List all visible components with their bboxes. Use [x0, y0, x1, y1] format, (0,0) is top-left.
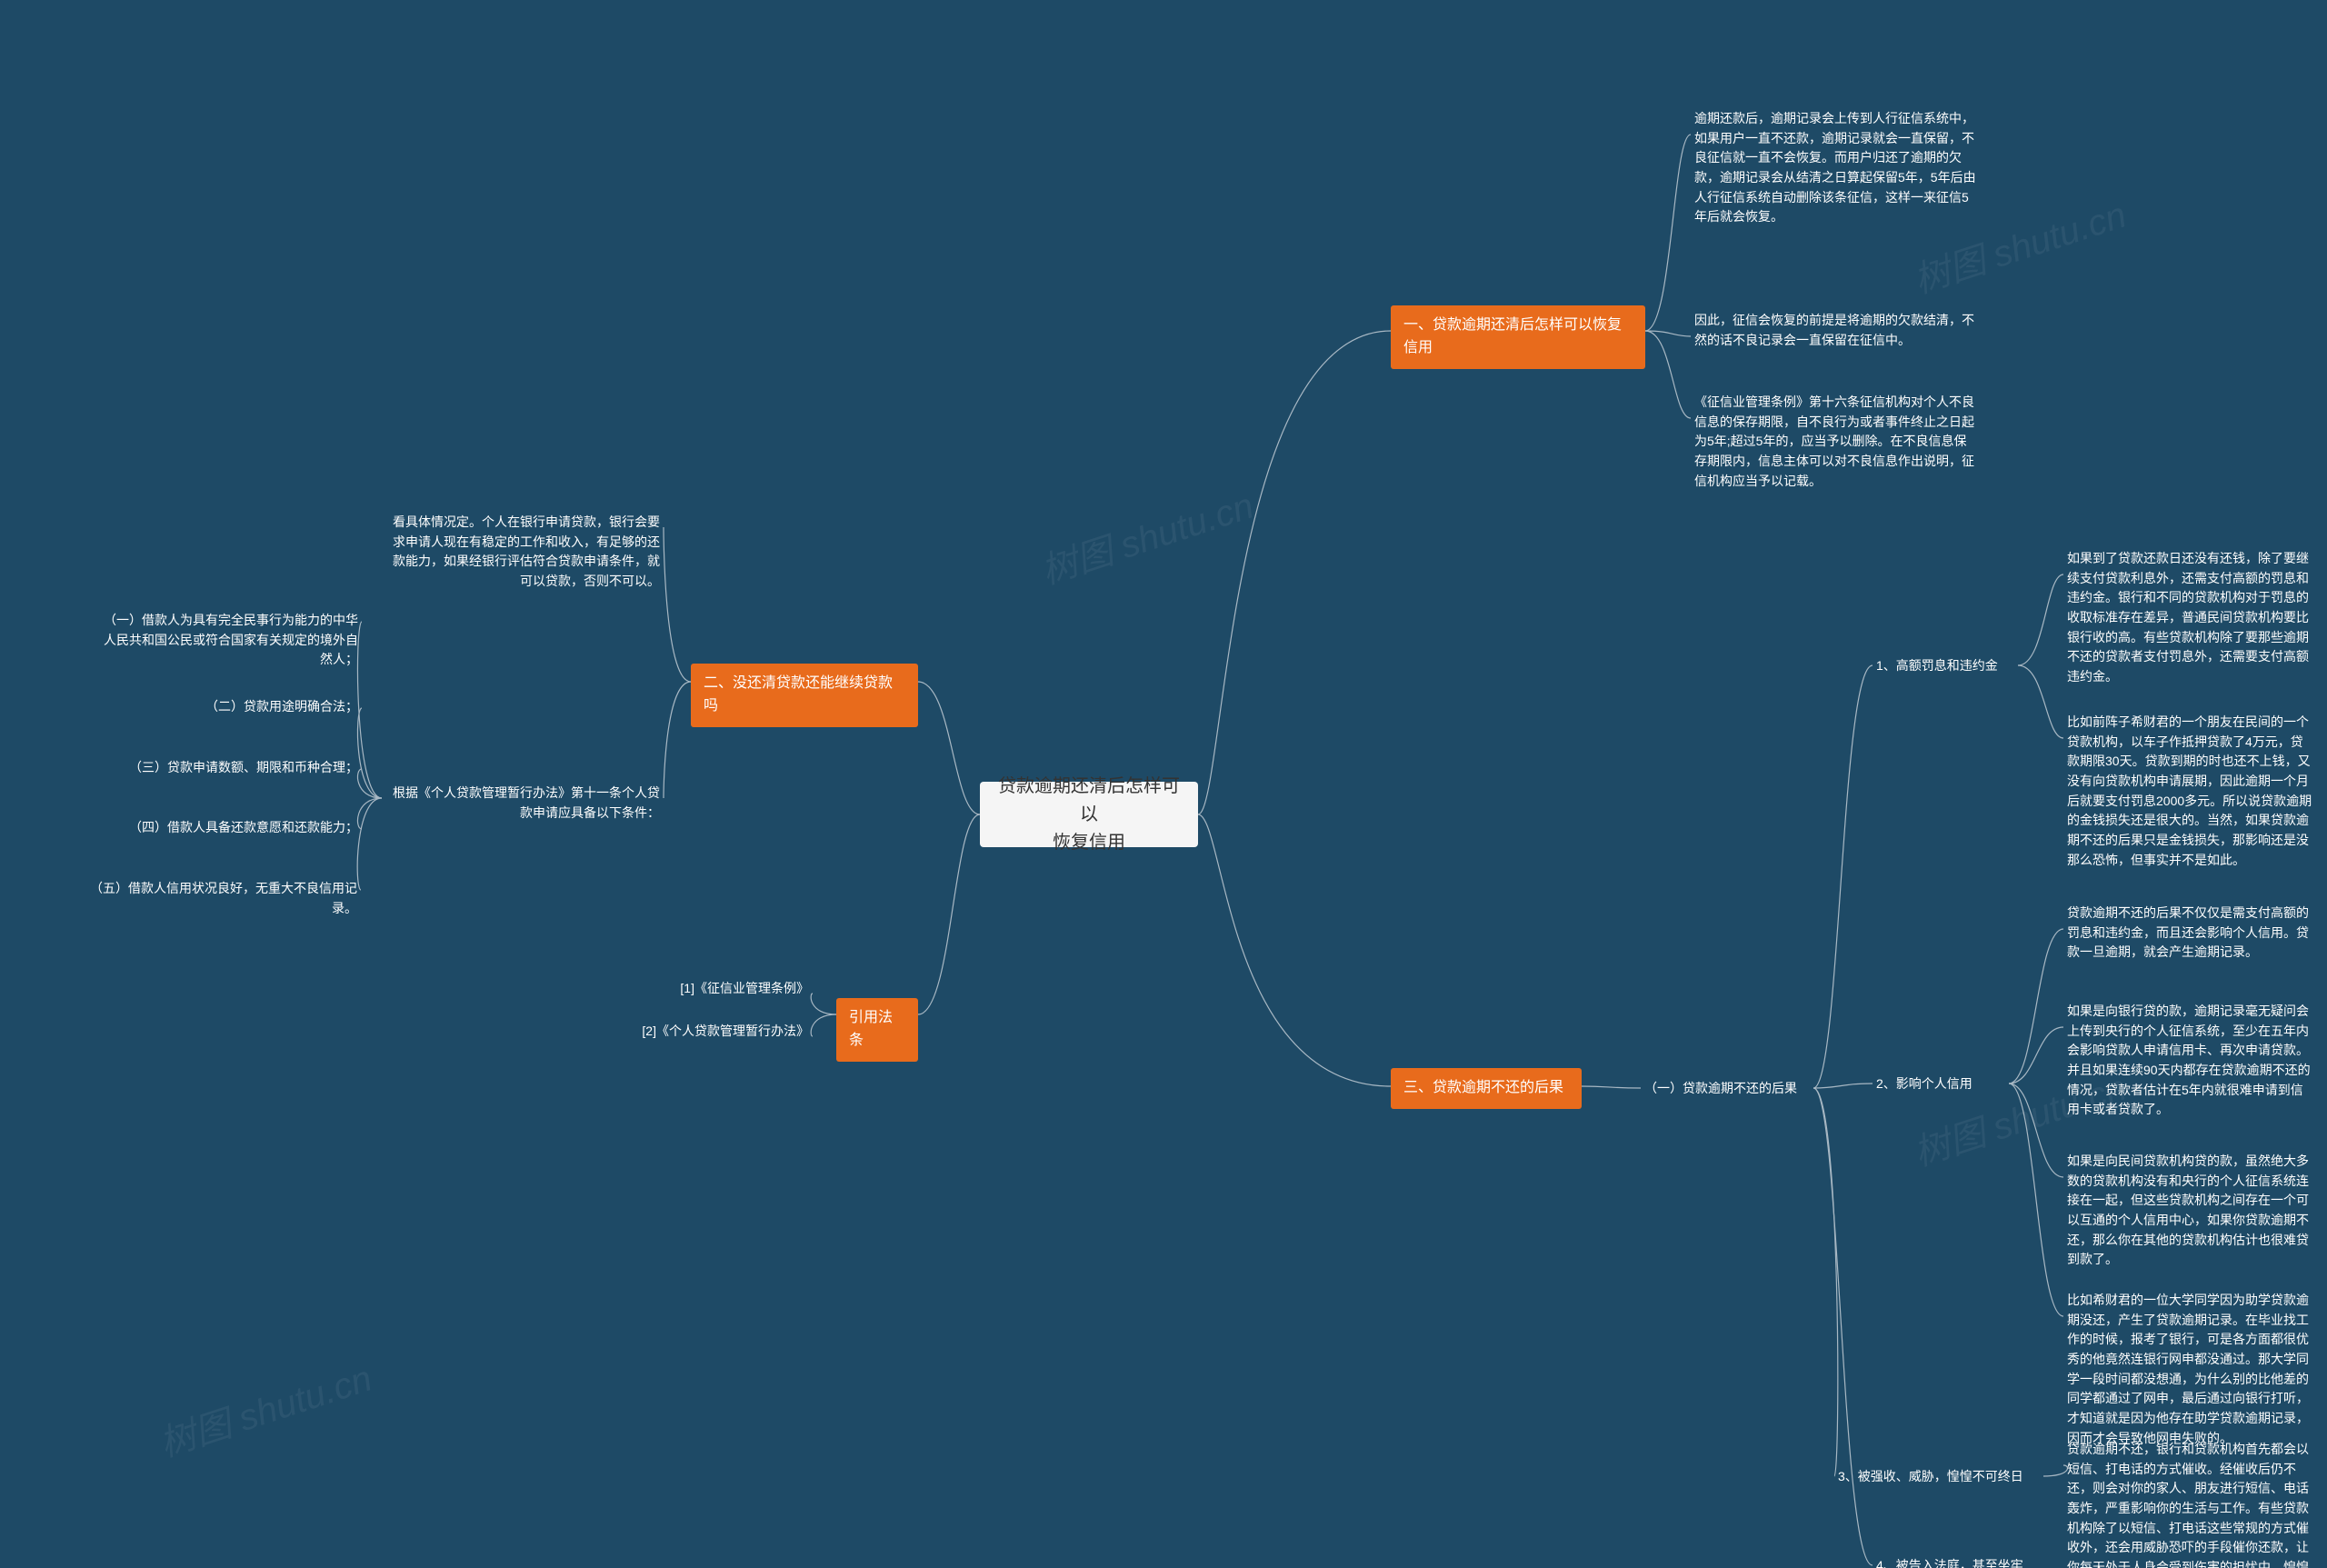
- leaf-node: 逾期还款后，逾期记录会上传到人行征信系统中，如果用户一直不还款，逾期记录就会一直…: [1691, 107, 1982, 229]
- mid-node: （一）贷款逾期不还的后果: [1641, 1077, 1813, 1101]
- branch-node: 二、没还清贷款还能继续贷款吗: [691, 664, 918, 727]
- leaf-node: 比如前阵子希财君的一个朋友在民间的一个贷款机构，以车子作抵押贷款了4万元，贷款期…: [2063, 711, 2318, 873]
- leaf-node: [2]《个人贷款管理暂行办法》: [624, 1020, 813, 1044]
- leaf-node: （四）借款人具备还款意愿和还款能力；: [121, 816, 362, 840]
- leaf-node: 贷款逾期不还的后果不仅仅是需支付高额的罚息和违约金，而且还会影响个人信用。贷款一…: [2063, 902, 2318, 964]
- category-node: 4、被告入法庭，甚至坐牢: [1873, 1554, 2045, 1568]
- leaf-node: 比如希财君的一位大学同学因为助学贷款逾期没还，产生了贷款逾期记录。在毕业找工作的…: [2063, 1289, 2318, 1451]
- leaf-node: 根据《个人贷款管理暂行办法》第十一条个人贷款申请应具备以下条件：: [382, 782, 664, 824]
- leaf-node: 因此，征信会恢复的前提是将逾期的欠款结清，不然的话不良记录会一直保留在征信中。: [1691, 309, 1982, 352]
- leaf-node: [1]《征信业管理条例》: [658, 977, 813, 1001]
- category-node: 1、高额罚息和违约金: [1873, 654, 2018, 678]
- leaf-node: 如果是向民间贷款机构贷的款，虽然绝大多数的贷款机构没有和央行的个人征信系统连接在…: [2063, 1150, 2318, 1272]
- leaf-node: 如果到了贷款还款日还没有还钱，除了要继续支付贷款利息外，还需支付高额的罚息和违约…: [2063, 547, 2318, 689]
- category-node: 2、影响个人信用: [1873, 1073, 2009, 1096]
- leaf-node: （五）借款人信用状况良好，无重大不良信用记录。: [84, 877, 361, 920]
- leaf-node: 《征信业管理条例》第十六条征信机构对个人不良信息的保存期限，自不良行为或者事件终…: [1691, 391, 1982, 493]
- branch-node: 引用法条: [836, 998, 918, 1062]
- leaf-node: 看具体情况定。个人在银行申请贷款，银行会要求申请人现在有稳定的工作和收入，有足够…: [382, 511, 664, 594]
- branch-node: 三、贷款逾期不还的后果: [1391, 1068, 1582, 1109]
- leaf-node: 如果是向银行贷的款，逾期记录毫无疑问会上传到央行的个人征信系统，至少在五年内会影…: [2063, 1000, 2318, 1122]
- root-node: 贷款逾期还清后怎样可以恢复信用: [980, 782, 1198, 847]
- leaf-node: （二）贷款用途明确合法；: [194, 695, 362, 719]
- branch-node: 一、贷款逾期还清后怎样可以恢复信用: [1391, 305, 1645, 369]
- leaf-node: （三）贷款申请数额、期限和币种合理；: [121, 756, 362, 780]
- watermark: 树图 shutu.cn: [152, 1349, 377, 1467]
- category-node: 3、被强收、威胁，惶惶不可终日: [1834, 1465, 2043, 1489]
- watermark: 树图 shutu.cn: [1034, 476, 1259, 594]
- leaf-node: 贷款逾期不还，银行和贷款机构首先都会以短信、打电话的方式催收。经催收后仍不还，则…: [2063, 1438, 2318, 1568]
- leaf-node: （一）借款人为具有完全民事行为能力的中华人民共和国公民或符合国家有关规定的境外自…: [98, 609, 362, 672]
